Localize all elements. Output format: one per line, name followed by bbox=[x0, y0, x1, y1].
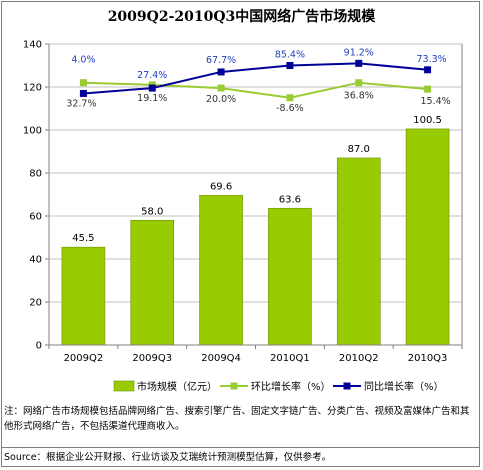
legend-bar-swatch bbox=[113, 380, 135, 392]
bar bbox=[130, 220, 175, 346]
line-value-label: 4.0% bbox=[71, 55, 95, 66]
yoy-marker bbox=[148, 84, 156, 92]
y-tick-label: 100 bbox=[23, 126, 42, 137]
divider bbox=[1, 447, 480, 448]
line-value-label: 67.7% bbox=[206, 55, 236, 66]
ring-marker bbox=[217, 84, 225, 92]
yoy-marker bbox=[355, 59, 363, 67]
line-value-label: 85.4% bbox=[275, 50, 305, 61]
series-line bbox=[83, 81, 428, 99]
bar bbox=[405, 128, 450, 346]
line-value-label: 27.4% bbox=[137, 70, 167, 81]
legend-yoy-marker bbox=[343, 382, 351, 390]
x-tick-label: 2010Q1 bbox=[270, 353, 310, 364]
x-tick-label: 2009Q2 bbox=[64, 353, 104, 364]
legend-label-yoy: 同比增长率（%） bbox=[364, 380, 444, 393]
yoy-marker bbox=[286, 62, 294, 69]
line-value-label: 36.8% bbox=[344, 91, 374, 102]
bar-value-label: 58.0 bbox=[141, 206, 163, 217]
line-value-label: 73.3% bbox=[416, 54, 446, 65]
bar bbox=[199, 195, 243, 346]
line-value-label: 32.7% bbox=[66, 98, 96, 109]
ring-marker bbox=[79, 79, 87, 87]
yoy-marker bbox=[217, 68, 225, 76]
legend-ring-marker bbox=[230, 382, 238, 390]
x-tick-label: 2009Q3 bbox=[132, 353, 172, 364]
ring-marker bbox=[286, 94, 294, 102]
y-tick-label: 20 bbox=[29, 298, 42, 309]
x-tick-label: 2009Q4 bbox=[201, 353, 241, 364]
bar-value-label: 45.5 bbox=[72, 233, 94, 244]
legend-label-ring: 环比增长率（%） bbox=[251, 380, 331, 393]
y-tick-label: 140 bbox=[23, 40, 42, 51]
y-tick-label: 0 bbox=[36, 341, 42, 352]
yoy-marker bbox=[424, 66, 432, 74]
series-line bbox=[83, 62, 428, 95]
yoy-marker bbox=[79, 89, 87, 97]
plot-area bbox=[48, 43, 463, 346]
bar-value-label: 69.6 bbox=[210, 181, 232, 192]
line-value-label: 19.1% bbox=[137, 93, 167, 104]
ring-marker bbox=[424, 85, 432, 93]
bar bbox=[336, 157, 381, 346]
legend-label-bar: 市场规模（亿元） bbox=[137, 380, 217, 393]
chart-source: Source：根据企业公开财报、行业访谈及艾瑞统计预测模型估算，仅供参考。 bbox=[4, 452, 332, 463]
x-tick-label: 2010Q2 bbox=[339, 353, 379, 364]
line-value-label: 91.2% bbox=[344, 47, 374, 58]
x-tick-label: 2010Q3 bbox=[408, 353, 448, 364]
chart-title: 2009Q2-2010Q3中国网络广告市场规模 bbox=[107, 9, 376, 25]
chart-note: 注：网络广告市场规模包括品牌网络广告、搜索引擎广告、固定文字链广告、分类广告、视… bbox=[4, 406, 470, 432]
bar-value-label: 63.6 bbox=[279, 194, 301, 205]
y-tick-label: 120 bbox=[23, 83, 42, 94]
y-tick-label: 40 bbox=[29, 255, 42, 266]
chart-canvas: 0 20 40 60 80 100 120 140 45.5 58.0 69.6 63.6 87.0 1… bbox=[23, 40, 463, 393]
bar bbox=[61, 246, 106, 346]
y-tick-label: 60 bbox=[29, 212, 42, 223]
bar bbox=[268, 207, 312, 346]
bar-value-label: 87.0 bbox=[348, 144, 370, 155]
line-value-label: 15.4% bbox=[420, 96, 450, 107]
line-value-label: -8.6% bbox=[276, 103, 304, 114]
line-value-label: 20.0% bbox=[206, 94, 236, 105]
bar-value-label: 100.5 bbox=[413, 115, 442, 126]
ring-marker bbox=[355, 79, 363, 87]
y-tick-label: 80 bbox=[29, 169, 42, 180]
